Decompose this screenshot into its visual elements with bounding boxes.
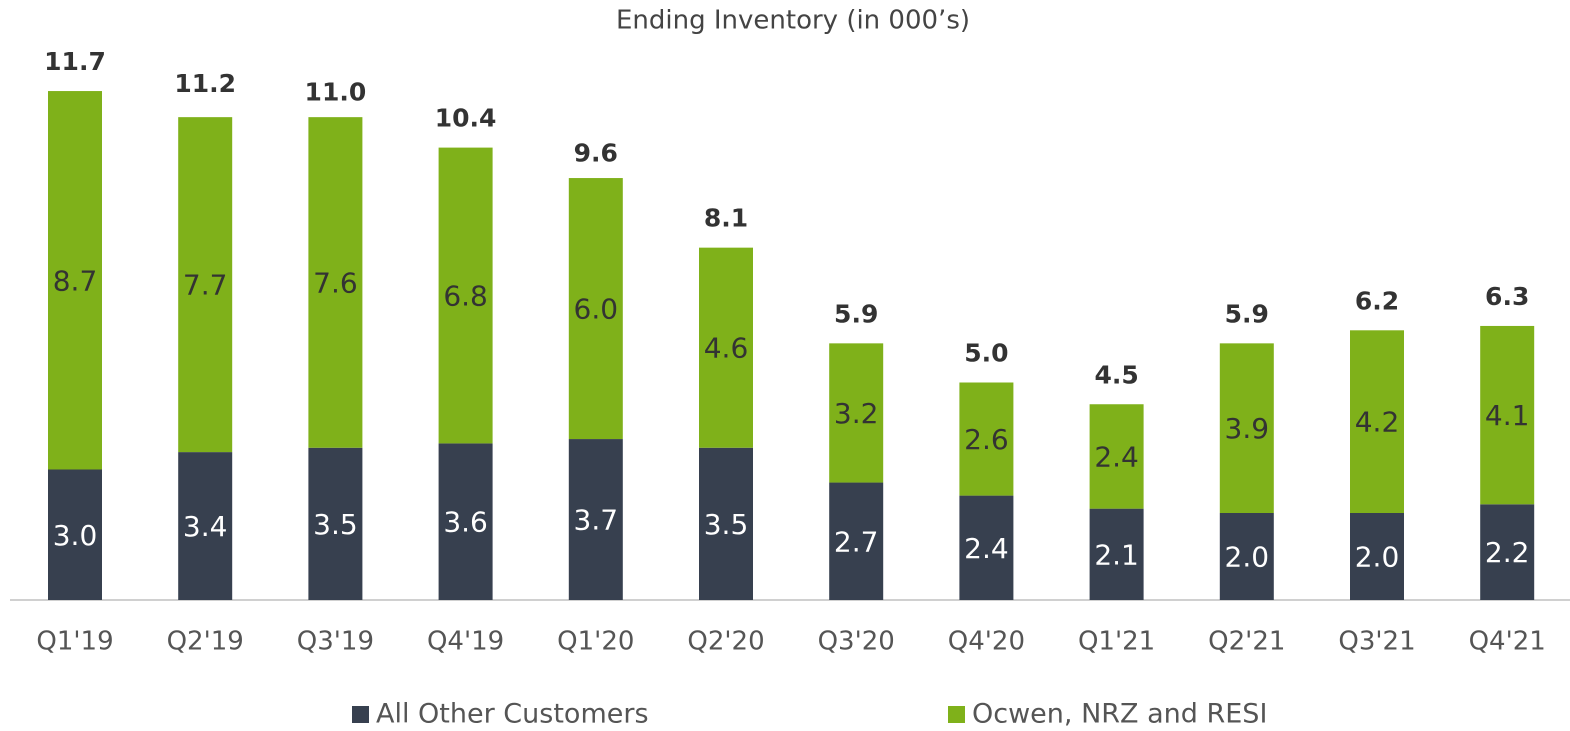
data-label: 3.5: [704, 508, 749, 541]
total-label: 6.3: [1485, 282, 1529, 311]
x-tick-label: Q3'20: [818, 627, 895, 657]
data-label: 8.7: [53, 264, 98, 297]
chart-title: Ending Inventory (in 000’s): [616, 6, 970, 36]
data-label: 2.0: [1225, 541, 1270, 574]
total-label: 11.2: [174, 69, 236, 98]
total-label: 11.0: [305, 78, 367, 107]
total-label: 6.2: [1355, 286, 1399, 315]
total-label: 9.6: [574, 138, 618, 167]
x-tick-label: Q3'19: [297, 627, 374, 657]
legend-swatch: [352, 706, 369, 723]
data-label: 3.7: [574, 504, 619, 537]
legend-label: All Other Customers: [376, 699, 649, 730]
total-label: 10.4: [435, 104, 497, 133]
bar-segment: [438, 147, 493, 444]
data-label: 3.2: [834, 397, 879, 430]
x-tick-label: Q2'20: [687, 627, 764, 657]
data-label: 4.6: [704, 332, 749, 365]
bar-segment: [1350, 513, 1404, 600]
x-tick-label: Q2'21: [1208, 627, 1285, 657]
data-label: 3.5: [313, 508, 358, 541]
bar-segment: [1480, 325, 1535, 505]
total-label: 4.5: [1094, 360, 1138, 389]
bar-segment: [308, 447, 363, 600]
bar-segment: [48, 91, 102, 470]
bar-segment: [1089, 508, 1144, 600]
bar-segment: [1480, 504, 1535, 600]
data-label: 2.4: [1094, 440, 1139, 473]
data-label: 2.7: [834, 525, 879, 558]
data-label: 6.0: [574, 293, 619, 326]
bar-segment: [568, 439, 623, 600]
data-label: 2.6: [964, 423, 1009, 456]
bar-segment: [1350, 330, 1404, 513]
x-tick-label: Q3'21: [1338, 627, 1415, 657]
bar-segment: [568, 178, 623, 440]
legend-swatch: [948, 706, 965, 723]
bar-segment: [959, 382, 1014, 496]
data-label: 3.0: [53, 519, 98, 552]
data-label: 3.9: [1225, 412, 1270, 445]
bar-segment: [1219, 513, 1274, 600]
data-label: 7.7: [183, 269, 228, 302]
x-tick-label: Q1'20: [557, 627, 634, 657]
x-tick-label: Q1'21: [1078, 627, 1155, 657]
data-label: 2.0: [1355, 541, 1400, 574]
total-label: 5.9: [1225, 299, 1269, 328]
data-label: 3.4: [183, 510, 228, 543]
data-label: 4.2: [1355, 406, 1400, 439]
data-label: 2.4: [964, 532, 1009, 565]
bar-segment: [959, 495, 1014, 600]
data-label: 7.6: [313, 266, 358, 299]
bar-segment: [48, 469, 102, 600]
total-label: 11.7: [44, 47, 106, 76]
bar-segment: [438, 443, 493, 600]
x-tick-label: Q4'20: [948, 627, 1025, 657]
total-label: 5.9: [834, 299, 878, 328]
data-label: 4.1: [1485, 399, 1530, 432]
data-label: 2.2: [1485, 536, 1530, 569]
bar-segment: [1089, 404, 1144, 509]
bar-segment: [829, 482, 884, 600]
bar-segment: [178, 452, 233, 600]
bar-segment: [699, 247, 753, 448]
bar-segment: [829, 343, 884, 483]
bar-segment: [699, 447, 753, 600]
bar-segment: [308, 117, 363, 448]
data-label: 6.8: [443, 280, 488, 313]
x-tick-label: Q4'19: [427, 627, 504, 657]
x-tick-label: Q1'19: [36, 627, 113, 657]
x-tick-label: Q2'19: [167, 627, 244, 657]
total-label: 8.1: [704, 204, 748, 233]
bar-segment: [1219, 343, 1274, 513]
data-label: 2.1: [1094, 538, 1139, 571]
total-label: 5.0: [964, 339, 1008, 368]
legend-label: Ocwen, NRZ and RESI: [972, 699, 1267, 730]
data-label: 3.6: [443, 506, 488, 539]
bar-segment: [178, 117, 233, 453]
x-tick-label: Q4'21: [1469, 627, 1546, 657]
